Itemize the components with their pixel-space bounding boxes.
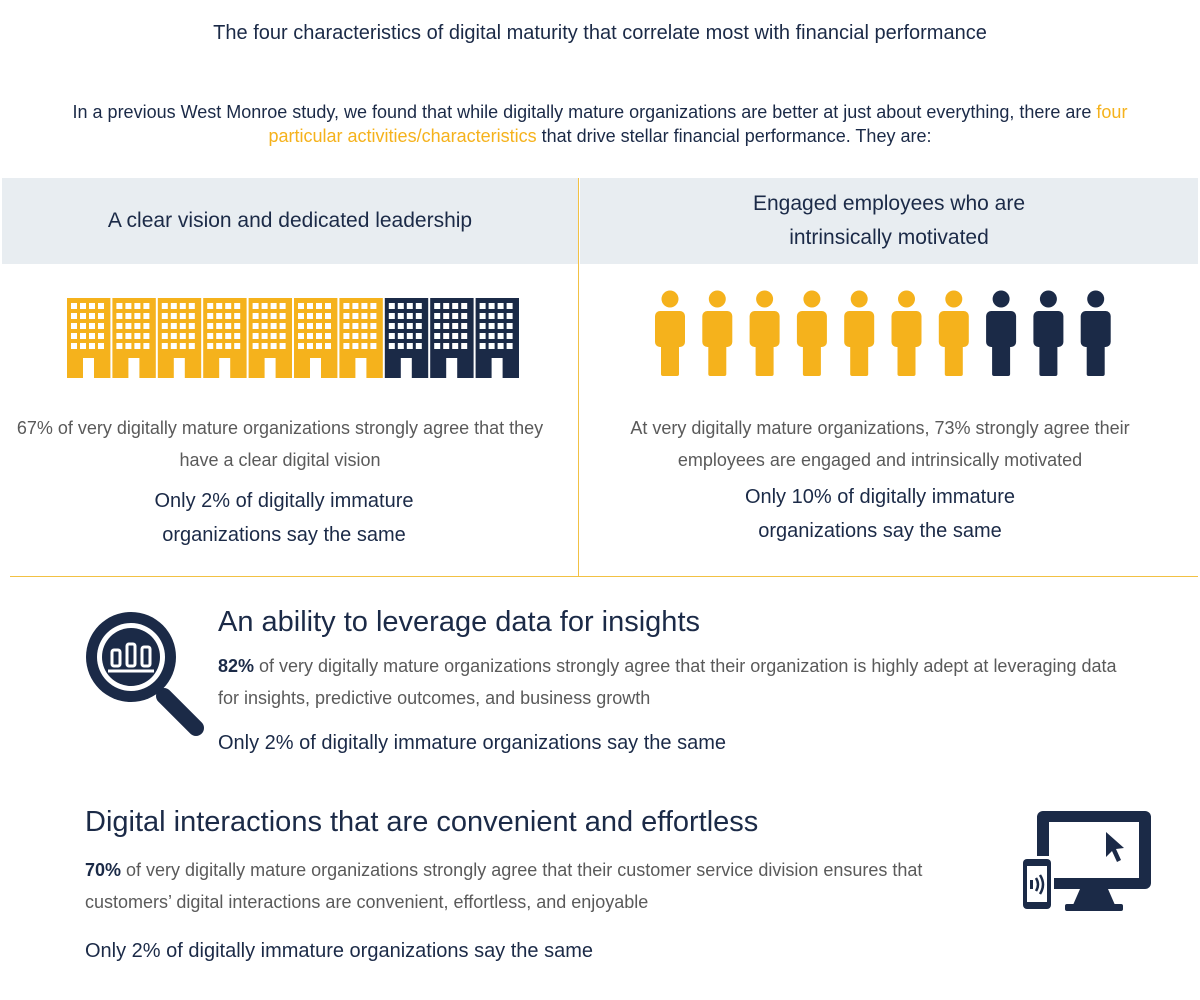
building-icon [248, 298, 292, 378]
data-heading: An ability to leverage data for insights [218, 606, 700, 638]
column-divider [578, 178, 579, 576]
magnifier-chart-icon [86, 612, 204, 736]
employees-heading-text: Engaged employees who are intrinsically … [752, 192, 1025, 249]
digital-percent: 70% [85, 860, 122, 880]
building-icon [339, 298, 383, 378]
building-icon [430, 298, 474, 378]
employees-heading: Engaged employees who are intrinsically … [580, 178, 1198, 264]
vision-heading: A clear vision and dedicated leadership [2, 178, 578, 264]
intro-text-start: In a previous West Monroe study, we foun… [72, 102, 1097, 122]
section-divider [10, 576, 1198, 577]
monitor-phone-icon [1020, 811, 1151, 912]
vision-stat: 67% of very digitally mature organizatio… [16, 418, 544, 470]
person-icon [891, 290, 922, 376]
person-icon [796, 290, 827, 376]
digital-note: Only 2% of digitally immature organizati… [85, 940, 594, 962]
data-percent: 82% [218, 656, 255, 676]
vision-note: Only 2% of digitally immature organizati… [10, 484, 558, 552]
employees-stat: At very digitally mature organizations, … [590, 412, 1170, 476]
buildings-graphic [67, 298, 519, 378]
people-graphic [655, 290, 1111, 376]
building-icon [67, 298, 111, 378]
person-icon [702, 290, 733, 376]
data-body: 82% of very digitally mature organizatio… [218, 650, 1138, 714]
building-icon [112, 298, 156, 378]
building-icon [384, 298, 429, 378]
digital-body: 70% of very digitally mature organizatio… [85, 854, 965, 918]
intro-text-end: that drive stellar financial performance… [536, 126, 932, 146]
person-icon [1080, 290, 1111, 376]
digital-heading: Digital interactions that are convenient… [85, 806, 759, 838]
person-icon [655, 290, 685, 376]
person-icon [844, 290, 875, 376]
vision-note-text: Only 2% of digitally immature organizati… [154, 490, 414, 546]
building-icon [475, 298, 519, 378]
person-icon [1033, 290, 1064, 376]
digital-body-text: of very digitally mature organizations s… [85, 860, 923, 912]
building-icon [203, 298, 247, 378]
person-icon [749, 290, 780, 376]
employees-note-text: Only 10% of digitally immature organizat… [744, 486, 1016, 542]
intro-paragraph: In a previous West Monroe study, we foun… [40, 100, 1160, 148]
intro-highlight: four particular activities/characteristi… [268, 102, 1128, 146]
page-title: The four characteristics of digital matu… [213, 22, 987, 44]
building-icon [294, 298, 338, 378]
employees-stat-text: At very digitally mature organizations, … [630, 418, 1130, 470]
data-body-text: of very digitally mature organizations s… [218, 656, 1117, 708]
building-icon [157, 298, 202, 378]
person-icon [986, 290, 1017, 376]
data-note: Only 2% of digitally immature organizati… [218, 732, 727, 754]
person-icon [938, 290, 969, 376]
employees-note: Only 10% of digitally immature organizat… [590, 480, 1170, 548]
